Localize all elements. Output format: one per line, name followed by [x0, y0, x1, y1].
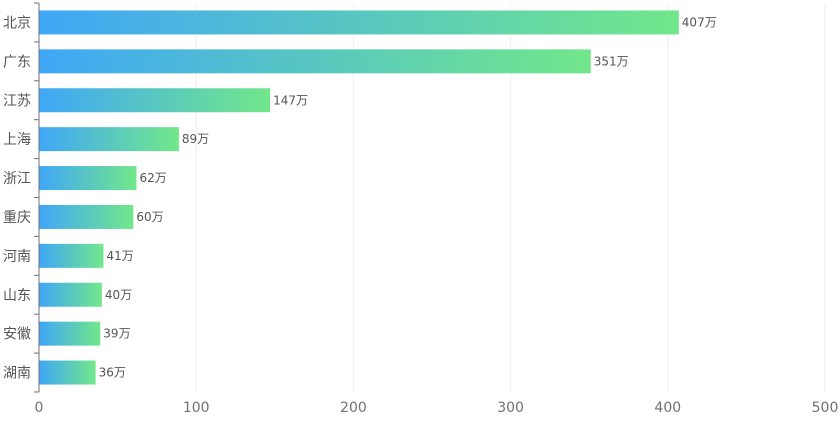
value-label: 351万: [594, 54, 629, 68]
category-label: 安徽: [3, 327, 31, 343]
value-label: 407万: [682, 15, 717, 29]
x-tick-label: 100: [183, 400, 210, 416]
bar-广东[interactable]: [39, 49, 591, 74]
value-label: 36万: [99, 366, 126, 380]
bar-河南[interactable]: [39, 243, 104, 268]
category-label: 山东: [3, 288, 31, 304]
category-label: 河南: [3, 249, 31, 265]
x-tick-label: 300: [497, 400, 524, 416]
value-label: 39万: [103, 327, 130, 341]
x-tick-label: 500: [812, 400, 839, 416]
value-label: 62万: [139, 171, 166, 185]
x-tick-label: 0: [35, 400, 44, 416]
category-label: 上海: [3, 132, 31, 148]
bar-重庆[interactable]: [39, 204, 134, 229]
axes: [34, 2, 40, 393]
category-label: 广东: [3, 54, 31, 70]
bar-山东[interactable]: [39, 282, 102, 307]
x-tick-label: 400: [654, 400, 681, 416]
bar-江苏[interactable]: [39, 88, 271, 113]
bar-上海[interactable]: [39, 127, 179, 152]
value-label: 60万: [136, 210, 163, 224]
bar-北京[interactable]: [39, 10, 679, 35]
category-label: 湖南: [3, 366, 31, 382]
category-label: 重庆: [3, 210, 31, 226]
value-label: 40万: [105, 288, 132, 302]
value-label: 41万: [106, 249, 133, 263]
category-label: 浙江: [3, 171, 31, 187]
bar-安徽[interactable]: [39, 321, 101, 346]
bar-湖南[interactable]: [39, 360, 96, 385]
value-label: 147万: [273, 93, 308, 107]
category-label: 北京: [3, 15, 31, 31]
x-tick-label: 200: [340, 400, 367, 416]
value-label: 89万: [182, 132, 209, 146]
category-label: 江苏: [3, 93, 31, 109]
bar-浙江[interactable]: [39, 166, 137, 191]
bars: [39, 10, 679, 385]
